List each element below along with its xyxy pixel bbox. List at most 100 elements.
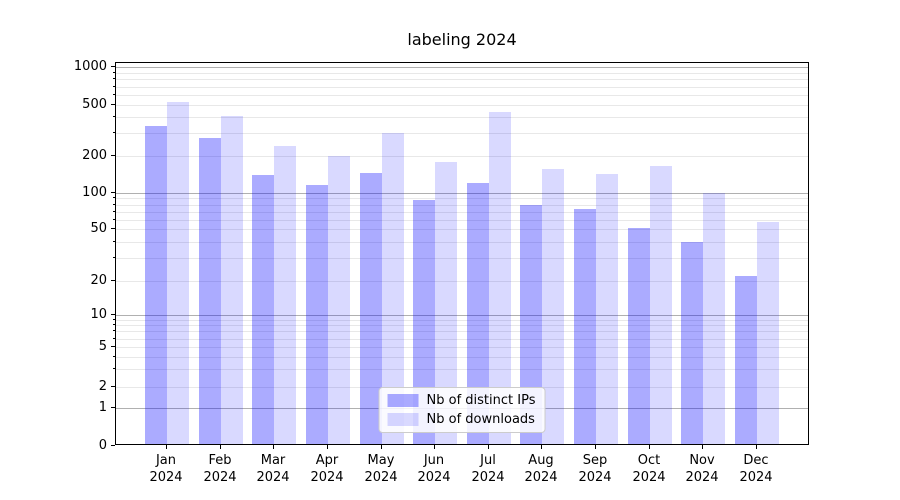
bar-ips-jun <box>413 200 435 444</box>
gridline-minor-90 <box>116 198 808 199</box>
bar-downloads-dec <box>757 222 779 444</box>
bar-ips-oct <box>628 228 650 444</box>
x-tick-mark-apr <box>327 445 328 449</box>
plot-area: Nb of distinct IPs Nb of downloads <box>115 62 809 445</box>
y-tick-label-2: 2 <box>98 379 107 394</box>
y-tick-label-10: 10 <box>90 307 107 322</box>
y-tick-mark-minor-6 <box>113 338 115 339</box>
x-tick-label-may: May 2024 <box>364 453 398 485</box>
legend-label-downloads: Nb of downloads <box>426 412 535 427</box>
gridline-minor-300 <box>116 133 808 134</box>
legend-entry-downloads: Nb of downloads <box>387 412 536 427</box>
x-tick-label-oct: Oct 2024 <box>632 453 666 485</box>
x-tick-mark-nov <box>702 445 703 449</box>
gridline-minor-8 <box>116 325 808 326</box>
gridline-minor-50 <box>116 229 808 230</box>
bar-downloads-feb <box>221 116 243 444</box>
bar-downloads-oct <box>650 166 672 444</box>
y-tick-mark-1000 <box>111 66 115 67</box>
gridline-minor-5 <box>116 347 808 348</box>
gridline-minor-400 <box>116 117 808 118</box>
y-tick-mark-minor-4 <box>113 356 115 357</box>
bar-ips-sep <box>574 209 596 444</box>
y-tick-mark-minor-80 <box>113 204 115 205</box>
bar-downloads-sep <box>596 174 618 444</box>
x-tick-label-feb: Feb 2024 <box>203 453 237 485</box>
y-tick-mark-minor-700 <box>113 86 115 87</box>
y-tick-label-100: 100 <box>82 185 107 200</box>
gridline-minor-60 <box>116 220 808 221</box>
gridline-minor-9 <box>116 320 808 321</box>
x-tick-label-apr: Apr 2024 <box>310 453 344 485</box>
y-tick-mark-20 <box>111 280 115 281</box>
bar-ips-jan <box>145 126 167 444</box>
y-tick-mark-minor-70 <box>113 211 115 212</box>
y-tick-label-1000: 1000 <box>73 59 107 74</box>
gridline-minor-3 <box>116 369 808 370</box>
y-tick-mark-minor-9 <box>113 319 115 320</box>
x-tick-label-nov: Nov 2024 <box>685 453 719 485</box>
x-tick-label-dec: Dec 2024 <box>739 453 773 485</box>
bar-ips-feb <box>199 138 221 444</box>
y-tick-mark-minor-30 <box>113 257 115 258</box>
y-tick-mark-minor-90 <box>113 197 115 198</box>
x-tick-label-sep: Sep 2024 <box>578 453 612 485</box>
gridline-minor-70 <box>116 212 808 213</box>
gridline-minor-4 <box>116 357 808 358</box>
legend-swatch-distinct-ips <box>387 394 419 407</box>
gridline-minor-800 <box>116 79 808 80</box>
y-tick-label-0: 0 <box>98 438 107 453</box>
gridline-minor-500 <box>116 105 808 106</box>
legend-label-distinct-ips: Nb of distinct IPs <box>426 393 536 408</box>
x-tick-label-jul: Jul 2024 <box>471 453 505 485</box>
y-tick-mark-200 <box>111 155 115 156</box>
x-tick-mark-jun <box>434 445 435 449</box>
gridline-minor-900 <box>116 73 808 74</box>
y-tick-label-20: 20 <box>90 273 107 288</box>
y-tick-mark-minor-900 <box>113 72 115 73</box>
y-tick-mark-50 <box>111 228 115 229</box>
gridline-minor-80 <box>116 205 808 206</box>
x-tick-label-mar: Mar 2024 <box>256 453 290 485</box>
gridline-minor-40 <box>116 242 808 243</box>
x-tick-label-jan: Jan 2024 <box>149 453 183 485</box>
x-tick-label-jun: Jun 2024 <box>417 453 451 485</box>
y-tick-mark-minor-800 <box>113 78 115 79</box>
legend: Nb of distinct IPs Nb of downloads <box>378 387 546 433</box>
x-tick-mark-may <box>381 445 382 449</box>
bar-downloads-apr <box>328 156 350 444</box>
legend-swatch-downloads <box>387 413 419 426</box>
bar-ips-aug <box>520 205 542 444</box>
x-tick-mark-sep <box>595 445 596 449</box>
y-tick-mark-0 <box>111 445 115 446</box>
x-tick-mark-jul <box>488 445 489 449</box>
gridline-major-10 <box>116 315 808 316</box>
y-tick-mark-minor-7 <box>113 330 115 331</box>
y-tick-mark-500 <box>111 104 115 105</box>
y-tick-label-500: 500 <box>82 97 107 112</box>
y-tick-mark-2 <box>111 386 115 387</box>
x-tick-mark-mar <box>273 445 274 449</box>
y-tick-mark-minor-8 <box>113 324 115 325</box>
x-tick-mark-oct <box>649 445 650 449</box>
gridline-minor-20 <box>116 281 808 282</box>
gridline-major-100 <box>116 193 808 194</box>
gridline-minor-30 <box>116 258 808 259</box>
bar-ips-mar <box>252 175 274 444</box>
bar-ips-may <box>360 173 382 444</box>
gridline-minor-700 <box>116 87 808 88</box>
bar-downloads-jan <box>167 102 189 444</box>
y-tick-mark-1 <box>111 407 115 408</box>
bar-downloads-may <box>382 133 404 444</box>
y-tick-mark-100 <box>111 192 115 193</box>
y-tick-label-200: 200 <box>82 148 107 163</box>
gridline-minor-200 <box>116 156 808 157</box>
bar-downloads-jun <box>435 162 457 444</box>
bar-downloads-nov <box>703 193 725 444</box>
y-tick-mark-minor-3 <box>113 368 115 369</box>
bar-downloads-aug <box>542 169 564 444</box>
gridline-minor-7 <box>116 331 808 332</box>
bar-ips-nov <box>681 242 703 444</box>
y-tick-label-50: 50 <box>90 221 107 236</box>
